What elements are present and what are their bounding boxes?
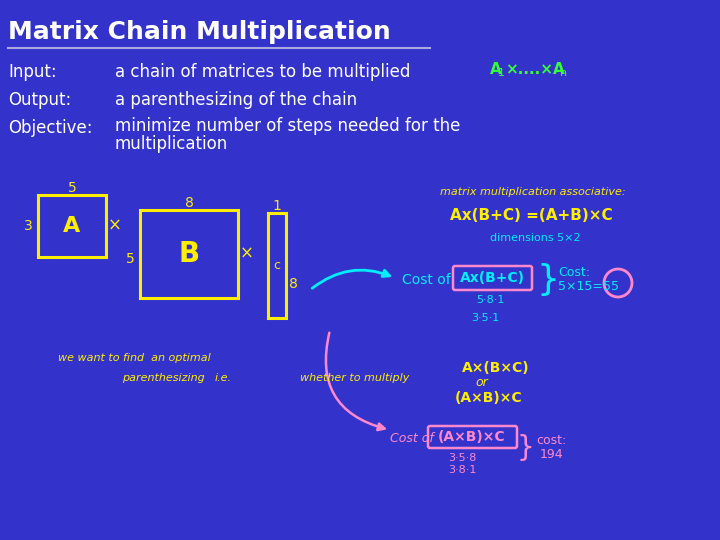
Text: c: c <box>274 259 281 272</box>
Text: ×: × <box>108 217 122 235</box>
Text: ×: × <box>240 245 254 263</box>
Text: dimensions 5×2: dimensions 5×2 <box>490 233 580 243</box>
FancyArrowPatch shape <box>326 333 384 430</box>
Text: (A×B)×C: (A×B)×C <box>455 391 523 405</box>
Text: A: A <box>63 216 81 236</box>
Text: Matrix Chain Multiplication: Matrix Chain Multiplication <box>8 20 391 44</box>
Text: 3·5·8: 3·5·8 <box>448 453 476 463</box>
Text: or: or <box>475 376 487 389</box>
Text: (A×B)×C: (A×B)×C <box>438 430 506 444</box>
Text: A: A <box>490 63 502 78</box>
Text: Output:: Output: <box>8 91 71 109</box>
Text: Input:: Input: <box>8 63 57 81</box>
Text: cost:: cost: <box>536 434 566 447</box>
Text: ×....×A: ×....×A <box>505 63 564 78</box>
Text: 3·5·1: 3·5·1 <box>471 313 499 323</box>
Text: 194: 194 <box>540 449 564 462</box>
Text: parenthesizing: parenthesizing <box>122 373 204 383</box>
Bar <box>268 213 286 318</box>
Text: 3·8·1: 3·8·1 <box>448 465 476 475</box>
FancyArrowPatch shape <box>312 270 390 288</box>
Text: 8: 8 <box>184 196 194 210</box>
Text: a chain of matrices to be multiplied: a chain of matrices to be multiplied <box>115 63 410 81</box>
Text: i.e.: i.e. <box>215 373 232 383</box>
Text: Ax(B+C): Ax(B+C) <box>460 271 525 285</box>
Text: we want to find  an optimal: we want to find an optimal <box>58 353 211 363</box>
Text: multiplication: multiplication <box>115 135 228 153</box>
Bar <box>140 210 238 298</box>
Text: B: B <box>179 240 199 268</box>
Text: Cost of: Cost of <box>390 431 433 444</box>
Text: minimize number of steps needed for the: minimize number of steps needed for the <box>115 117 460 135</box>
Text: whether to multiply: whether to multiply <box>300 373 410 383</box>
Bar <box>38 195 106 257</box>
Text: a parenthesizing of the chain: a parenthesizing of the chain <box>115 91 357 109</box>
Text: 5: 5 <box>68 181 76 195</box>
Text: Cost of: Cost of <box>402 273 451 287</box>
Text: 5·8·1: 5·8·1 <box>476 295 504 305</box>
Text: }: } <box>536 263 559 297</box>
Text: 1: 1 <box>498 68 505 78</box>
Text: A×(B×C): A×(B×C) <box>462 361 530 375</box>
Text: }: } <box>516 434 534 462</box>
Text: Ax(B+C) =(A+B)×C: Ax(B+C) =(A+B)×C <box>450 208 613 224</box>
Text: 5: 5 <box>125 252 135 266</box>
Text: 8: 8 <box>289 278 297 292</box>
Text: 5×15=55: 5×15=55 <box>558 280 619 294</box>
Text: 3: 3 <box>24 219 32 233</box>
Text: Cost:: Cost: <box>558 266 590 279</box>
Text: Objective:: Objective: <box>8 119 92 137</box>
Text: matrix multiplication associative:: matrix multiplication associative: <box>440 187 626 197</box>
Text: 1: 1 <box>273 199 282 213</box>
Text: n: n <box>560 68 567 78</box>
